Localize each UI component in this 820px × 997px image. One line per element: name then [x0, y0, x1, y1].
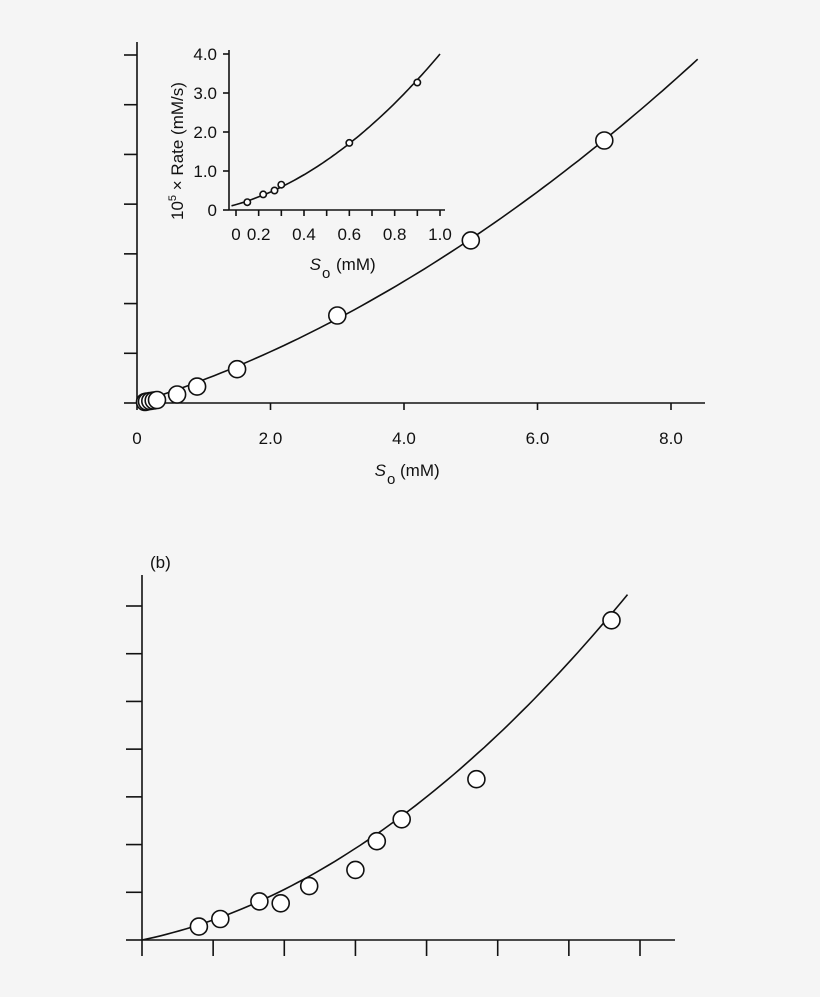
inset-y-tick-label: 1.0	[193, 162, 217, 181]
inset-x-tick-label: 0.8	[383, 225, 407, 244]
panel-a-x-tick-label: 4.0	[392, 429, 416, 448]
inset-data-point	[413, 78, 422, 87]
inset-data-points	[243, 78, 422, 207]
panel-a-x-label-unit: (mM)	[400, 461, 440, 480]
inset-x-label-unit: (mM)	[336, 255, 376, 274]
inset-x-tick-label: 0	[231, 225, 240, 244]
panel-a-x-tick-label: 6.0	[526, 429, 550, 448]
panel-b-label: (b)	[150, 553, 171, 572]
inset-x-label-symbol: S	[310, 255, 322, 274]
inset-y-label: 105 × Rate (mM/s)	[167, 82, 187, 220]
inset-x-ticks: 0 0.2 0.4 0.6 0.8 1.0	[231, 210, 452, 244]
panel-a-data-point	[461, 231, 481, 250]
panel-b-x-ticks	[141, 940, 641, 956]
inset-data-point	[345, 138, 354, 147]
inset-data-point	[277, 180, 286, 189]
inset-x-label-subscript: o	[322, 265, 330, 282]
panel-a-x-tick-label: 2.0	[259, 429, 283, 448]
panel-a-data-point	[227, 359, 247, 379]
panel-a-x-label-subscript: o	[387, 471, 395, 488]
panel-b-data-point	[392, 809, 412, 829]
panel-b-data-point	[271, 893, 291, 913]
panel-a-data-point	[167, 385, 187, 404]
panel-b-data-point	[367, 831, 387, 851]
panel-a-x-ticks: 0 2.0 4.0 6.0 8.0	[132, 403, 683, 448]
panel-b-fit-curve	[141, 594, 629, 941]
panel-a-data-points	[135, 131, 614, 412]
panel-b-data-point	[211, 909, 230, 929]
inset-y-tick-label: 4.0	[193, 45, 217, 64]
panel-b-data-point	[346, 860, 365, 880]
inset-x-tick-label: 0.6	[338, 225, 362, 244]
inset-x-tick-label: 0.4	[292, 225, 316, 244]
inset-y-tick-label: 0	[208, 201, 217, 220]
inset-fit-curve	[231, 53, 441, 207]
panel-a-fit-curve	[136, 58, 699, 404]
inset-y-tick-label: 2.0	[193, 123, 217, 142]
inset-y-ticks: 0 1.0 2.0 3.0 4.0	[193, 45, 229, 220]
panel-a-data-point	[187, 377, 207, 396]
inset-y-tick-label: 3.0	[193, 84, 217, 103]
inset-x-tick-label: 1.0	[428, 225, 452, 244]
inset-x-tick-label: 0.2	[247, 225, 271, 244]
inset-data-point	[270, 186, 279, 195]
panel-b-data-point	[299, 876, 319, 896]
panel-a-x-tick-label: 8.0	[659, 429, 683, 448]
panel-b-data-point	[250, 892, 269, 911]
panel-a-data-point	[147, 390, 167, 410]
panel-a-y-ticks	[124, 54, 137, 404]
panel-b-data-point	[467, 769, 486, 789]
panel-a-inset-plot: 0 0.2 0.4 0.6 0.8 1.0 01.02.03.04.0 S o (mM) …	[167, 45, 452, 282]
panel-a-x-tick-label: 0	[132, 429, 141, 448]
inset-data-point	[243, 198, 252, 207]
panel-b-data-points	[189, 610, 621, 936]
panel-a-x-label-symbol: S	[375, 461, 387, 480]
inset-data-point	[259, 190, 268, 199]
panel-a-data-point	[327, 306, 347, 325]
panel-a-data-point	[594, 131, 614, 150]
panel-b-plot: (b)	[126, 553, 675, 956]
panel-b-data-point	[189, 917, 209, 936]
panel-b-data-point	[602, 610, 621, 630]
panel-a-main-plot: 0 2.0 4.0 6.0 8.0 S o (mM)	[124, 42, 705, 488]
panel-b-y-ticks	[126, 605, 142, 941]
